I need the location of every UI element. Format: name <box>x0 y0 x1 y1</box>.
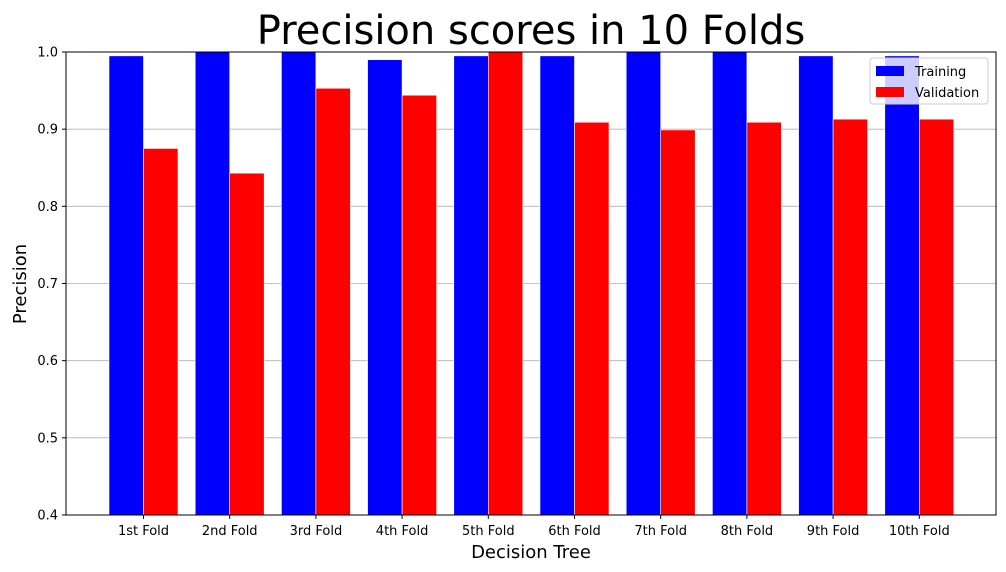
bar-validation <box>832 118 868 516</box>
x-tick-label: 9th Fold <box>807 524 860 539</box>
bar-training <box>798 55 834 516</box>
x-tick-label: 6th Fold <box>548 524 601 539</box>
bars <box>108 51 955 516</box>
y-tick-label: 0.6 <box>37 354 58 369</box>
bar-validation <box>487 51 524 516</box>
bar-training <box>194 51 230 516</box>
bar-training <box>108 55 144 516</box>
bar-validation <box>315 87 351 516</box>
x-axis-ticks: 1st Fold 2nd Fold 3rd Fold 4th Fold 5th Fold… <box>118 515 950 539</box>
legend-swatch-validation <box>876 87 904 97</box>
x-tick-label: 5th Fold <box>462 524 515 539</box>
x-tick-label: 3rd Fold <box>290 524 343 539</box>
x-tick-label: 2nd Fold <box>202 524 258 539</box>
legend-label: Validation <box>915 86 979 101</box>
legend-label: Training <box>914 65 966 80</box>
y-tick-label: 1.0 <box>37 46 58 61</box>
bar-validation <box>229 172 265 516</box>
legend: Training Validation <box>869 57 989 105</box>
bar-validation <box>401 94 437 516</box>
bar-training <box>281 51 317 516</box>
y-tick-label: 0.4 <box>37 509 58 524</box>
x-tick-label: 1st Fold <box>118 524 169 539</box>
bar-training <box>367 59 403 516</box>
bar-validation <box>143 148 179 516</box>
bar-validation <box>574 121 610 516</box>
y-axis-label: Precision <box>10 244 31 324</box>
bar-training <box>453 55 489 516</box>
bar-training <box>539 55 575 516</box>
y-axis-ticks: 0.4 0.5 0.6 0.7 0.8 0.9 1.0 <box>37 46 66 524</box>
y-tick-label: 0.5 <box>37 431 58 446</box>
x-tick-label: 4th Fold <box>376 524 429 539</box>
bar-training <box>625 51 662 516</box>
chart-title: Precision scores in 10 Folds <box>257 8 805 54</box>
bar-validation <box>746 121 782 516</box>
y-tick-label: 0.7 <box>37 277 58 292</box>
y-tick-label: 0.8 <box>37 200 58 215</box>
bar-validation <box>660 129 696 516</box>
bar-validation <box>918 118 955 516</box>
x-axis-label: Decision Tree <box>471 542 591 563</box>
legend-swatch-training <box>876 66 904 76</box>
bar-training <box>712 51 748 516</box>
bar-training <box>884 55 920 516</box>
x-tick-label: 7th Fold <box>634 524 687 539</box>
y-tick-label: 0.9 <box>37 123 58 138</box>
x-tick-label: 10th Fold <box>889 524 950 539</box>
x-tick-label: 8th Fold <box>721 524 774 539</box>
